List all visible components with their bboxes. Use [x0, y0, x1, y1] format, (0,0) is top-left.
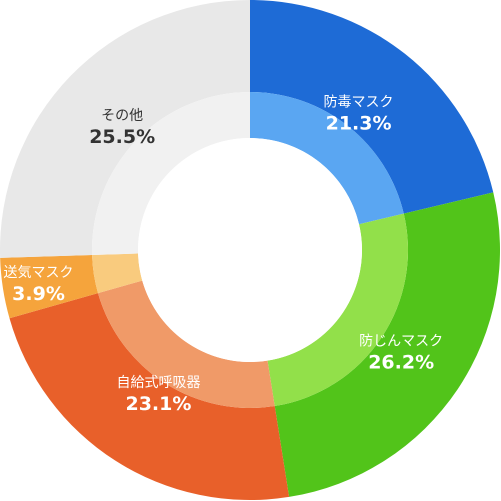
slice-value-2: 23.1% [125, 393, 191, 415]
slice-value-4: 25.5% [89, 126, 155, 148]
slice-inner-band-3 [92, 253, 143, 294]
slice-label-2: 自給式呼吸器 [116, 375, 200, 391]
slice-label-4: その他 [101, 108, 143, 124]
slice-4 [0, 0, 250, 258]
slice-inner-band-1 [267, 213, 408, 407]
slice-inner-band-2 [97, 280, 275, 408]
slice-label-1: 防じんマスク [359, 333, 443, 349]
donut-hole [138, 138, 362, 362]
slice-inner-band-0 [250, 92, 404, 225]
slice-label-3: 送気マスク [4, 265, 74, 281]
slice-inner-band-4 [92, 92, 251, 255]
slice-1 [274, 192, 501, 497]
slice-value-0: 21.3% [326, 113, 392, 135]
slice-0 [250, 0, 494, 214]
slice-value-3: 3.9% [12, 283, 65, 305]
chart-labels: 防毒マスク 21.3% 防じんマスク 26.2% 自給式呼吸器 23.1% 送気マスク 3.9… [4, 95, 444, 416]
slice-value-1: 26.2% [368, 351, 434, 373]
slice-label-0: 防毒マスク [324, 95, 394, 111]
slice-3 [0, 254, 98, 319]
slice-2 [9, 293, 290, 500]
